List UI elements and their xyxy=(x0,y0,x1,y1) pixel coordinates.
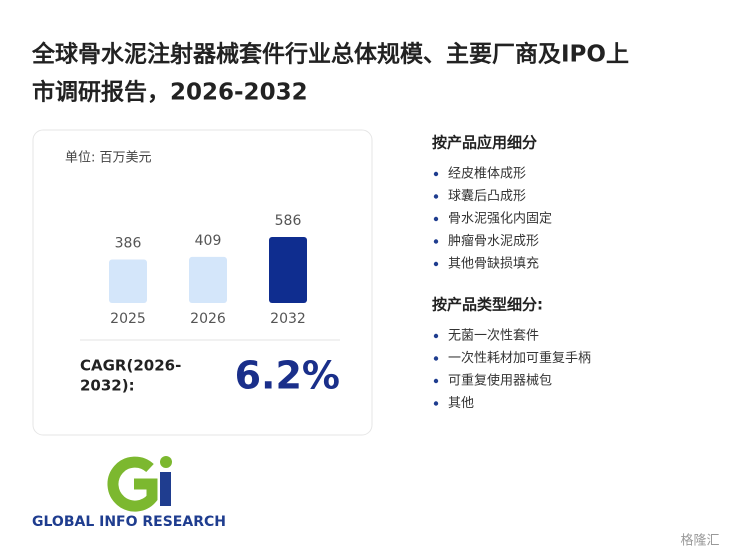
category-label: 2025 xyxy=(110,311,146,327)
bullet xyxy=(433,333,439,339)
section-heading: 按产品类型细分: xyxy=(432,296,543,314)
section-item: 骨水泥强化内固定 xyxy=(448,211,552,227)
category-label: 2026 xyxy=(190,311,226,327)
section-item: 无菌一次性套件 xyxy=(448,328,539,344)
value-label: 586 xyxy=(275,213,302,229)
unit-label: 单位: 百万美元 xyxy=(65,151,152,166)
bullet xyxy=(433,171,439,177)
bullet xyxy=(433,401,439,406)
title: 市调研报告，2026-2032 xyxy=(32,79,308,106)
logo xyxy=(107,456,172,512)
bullet xyxy=(433,356,439,361)
bar xyxy=(189,256,227,303)
bullet xyxy=(433,378,439,384)
watermark: 格隆汇 xyxy=(680,533,719,549)
bar xyxy=(269,237,307,303)
section-item: 其他骨缺损填充 xyxy=(448,256,539,272)
section-heading: 按产品应用细分 xyxy=(432,134,537,152)
category-label: 2032 xyxy=(270,311,306,327)
bar xyxy=(109,259,147,303)
value-label: 386 xyxy=(115,236,142,252)
bullet xyxy=(433,216,439,222)
section-item: 可重复使用器械包 xyxy=(448,373,552,389)
cagr-value: 6.2% xyxy=(235,354,340,398)
cagr-label: CAGR(2026- xyxy=(80,357,181,375)
section-item: 肿瘤骨水泥成形 xyxy=(448,233,539,249)
section-item: 一次性耗材加可重复手柄 xyxy=(448,350,591,366)
section-item: 经皮椎体成形 xyxy=(448,167,526,182)
bullet xyxy=(433,239,439,244)
value-label: 409 xyxy=(195,233,222,249)
section-item: 其他 xyxy=(448,396,474,411)
bullet xyxy=(433,261,439,267)
logo-text: GLOBAL INFO RESEARCH xyxy=(32,514,226,530)
title: 全球骨水泥注射器械套件行业总体规模、主要厂商及IPO上 xyxy=(31,41,629,68)
bullet xyxy=(433,194,439,199)
section-item: 球囊后凸成形 xyxy=(448,188,526,204)
cagr-label: 2032): xyxy=(80,377,135,395)
